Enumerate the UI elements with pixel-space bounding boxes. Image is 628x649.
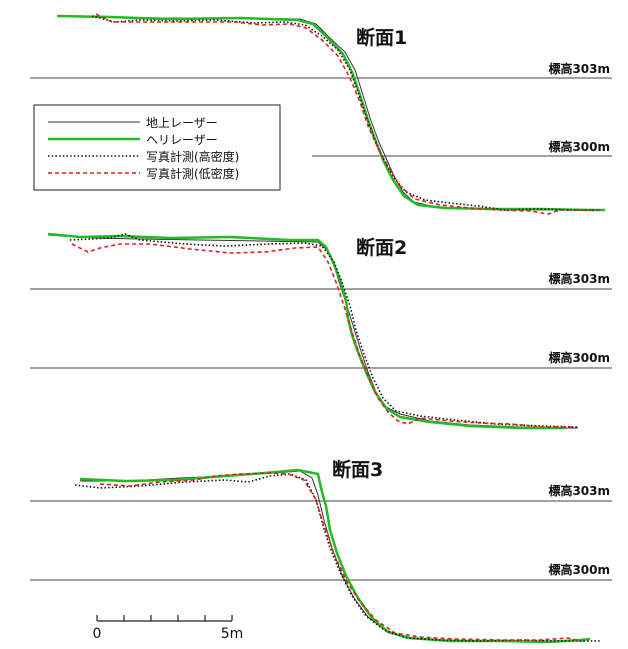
scale-bar-ticks: [96, 615, 233, 621]
legend-box: [33, 104, 281, 191]
elevation-label-303m: 標高303m: [548, 61, 610, 76]
scale-bar-start-label: 0: [93, 626, 102, 642]
heli-laser-profile-s2: [47, 232, 565, 430]
ground-laser-profile-s2: [47, 234, 578, 429]
legend-label-photo-low-density: 写真計測(低密度): [146, 166, 239, 181]
heli-laser-profile-s3: [79, 468, 591, 644]
section-1: 断面1 標高303m 標高300m: [30, 13, 612, 215]
elevation-label-300m: 標高300m: [548, 350, 610, 365]
section-3: 断面3 標高303m 標高300m: [30, 458, 612, 644]
elevation-label-300m: 標高300m: [548, 562, 610, 577]
photo-low-density-profile-s1: [95, 13, 600, 215]
photo-low-density-profile-s2: [71, 243, 575, 428]
heli-laser-profile-s1: [56, 14, 605, 212]
section-2: 断面2 標高303m 標高300m: [30, 232, 612, 430]
ground-laser-profile-s3: [80, 470, 585, 642]
photo-high-density-profile-s2: [69, 233, 579, 428]
elevation-label-300m: 標高300m: [548, 139, 610, 154]
photo-high-density-profile-s1: [91, 15, 600, 211]
scale-bar-end-label: 5m: [221, 626, 244, 642]
photo-high-density-profile-s3: [74, 473, 600, 642]
section-title: 断面1: [356, 26, 407, 49]
elevation-label-303m: 標高303m: [548, 271, 610, 286]
legend: 地上レーザー ヘリレーザー 写真計測(高密度) 写真計測(低密度): [33, 104, 281, 191]
scale-bar: 0 5m: [93, 615, 244, 642]
legend-label-ground-laser: 地上レーザー: [146, 116, 218, 130]
section-title: 断面2: [356, 236, 407, 259]
legend-label-heli-laser: ヘリレーザー: [146, 133, 218, 147]
photo-low-density-profile-s3: [99, 472, 581, 642]
legend-label-photo-high-density: 写真計測(高密度): [146, 149, 239, 164]
section-title: 断面3: [332, 458, 383, 481]
elevation-label-303m: 標高303m: [548, 483, 610, 498]
